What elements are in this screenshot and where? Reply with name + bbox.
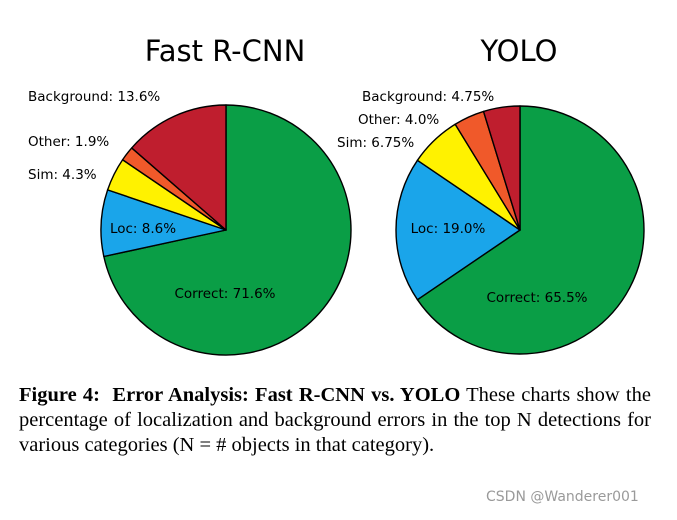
slice-label-sim: Sim: 4.3%	[28, 167, 97, 183]
pie-labels-yolo: Correct: 65.5% Loc: 19.0% Sim: 6.75% Oth…	[337, 89, 588, 306]
slice-label-background: Background: 13.6%	[28, 89, 160, 105]
pie-title-fast-rcnn: Fast R-CNN	[145, 34, 306, 68]
slice-label-correct: Correct: 65.5%	[487, 290, 588, 306]
slice-label-other: Other: 4.0%	[358, 112, 439, 128]
slice-label-loc: Loc: 8.6%	[110, 221, 176, 237]
slice-label-loc: Loc: 19.0%	[411, 221, 486, 237]
pie-chart-yolo: YOLO Correct: 65.5% Loc: 19.0% Sim: 6.75…	[337, 34, 645, 355]
slice-label-other: Other: 1.9%	[28, 134, 109, 150]
pie-slices-fast-rcnn	[100, 104, 352, 356]
figure-caption: Figure 4: Error Analysis: Fast R-CNN vs.…	[19, 383, 651, 458]
pie-chart-fast-rcnn: Fast R-CNN Correct: 71.6% Loc: 8.6% Sim:…	[28, 34, 352, 356]
pie-slices-yolo	[395, 105, 645, 355]
pie-slice-correct	[416, 105, 645, 355]
pie-slice-loc	[395, 159, 521, 301]
slice-label-background: Background: 4.75%	[362, 89, 494, 105]
pie-charts-figure: Fast R-CNN Correct: 71.6% Loc: 8.6% Sim:…	[28, 34, 645, 356]
pie-slice-background	[482, 105, 521, 231]
pie-title-yolo: YOLO	[480, 34, 558, 68]
slice-label-correct: Correct: 71.6%	[175, 286, 276, 302]
caption-title: Error Analysis: Fast R-CNN vs. YOLO	[112, 384, 461, 406]
pie-slice-correct	[103, 104, 352, 356]
caption-lead: Figure 4:	[19, 384, 100, 406]
pie-slice-background	[131, 104, 227, 231]
watermark: CSDN @Wanderer001	[486, 489, 639, 505]
pie-labels-fast-rcnn: Correct: 71.6% Loc: 8.6% Sim: 4.3% Other…	[28, 89, 276, 302]
caption-body: These charts show the percentage of loca…	[19, 384, 651, 456]
slice-label-sim: Sim: 6.75%	[337, 135, 414, 151]
